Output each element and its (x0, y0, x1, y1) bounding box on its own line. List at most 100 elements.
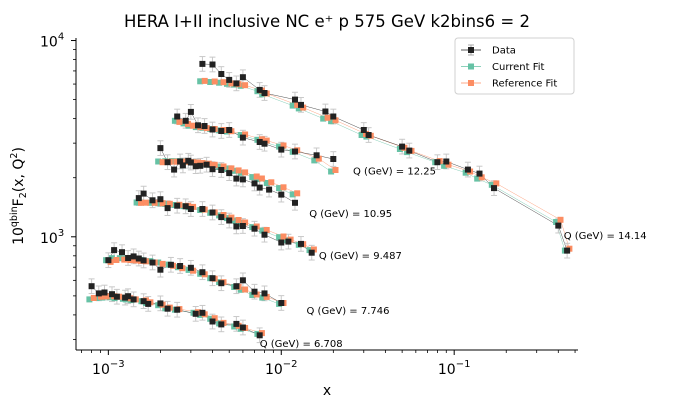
chart-title: HERA I+II inclusive NC e⁺ p 575 GeV k2bi… (124, 12, 530, 31)
legend-entry: Data (461, 44, 516, 57)
y-label-paren: (x, Q (11, 159, 27, 193)
data-point (261, 290, 268, 297)
current-fit-point (249, 292, 256, 298)
legend-frame (454, 37, 575, 95)
data-point (298, 101, 304, 108)
reference-fit-point (138, 199, 144, 206)
q-group (155, 140, 301, 211)
data-point (113, 293, 120, 300)
reference-fit-point (478, 174, 485, 181)
data-point (406, 147, 413, 154)
y-label-sub: 2 (18, 192, 29, 198)
reference-fit-point (121, 256, 128, 263)
data-point (187, 108, 194, 115)
x-tick-label: 10−3 (92, 359, 125, 378)
current-fit-point (462, 169, 469, 176)
data-point (218, 71, 225, 77)
data-point (360, 127, 367, 133)
data-point (199, 60, 206, 67)
y-label-sq: 2 (9, 153, 20, 159)
reference-fit-point (211, 78, 218, 85)
data-point (233, 80, 240, 87)
data-point (278, 191, 285, 198)
data-point (101, 289, 108, 296)
data-point (218, 167, 225, 173)
current-fit-point (295, 105, 302, 112)
reference-fit-point (310, 246, 317, 253)
reference-fit-point (280, 142, 287, 149)
data-point (218, 280, 225, 287)
q-group (103, 242, 287, 311)
data-point (239, 74, 246, 81)
data-point (233, 223, 240, 230)
current-fit-point (224, 165, 230, 172)
reference-fit-point (159, 159, 166, 166)
reference-fit-point (268, 179, 275, 186)
y-tick-label: 104 (40, 32, 64, 51)
data-point (256, 139, 263, 145)
reference-fit-point (173, 158, 180, 165)
minor-ticks (73, 49, 576, 353)
data-point (256, 86, 263, 93)
data-point (187, 206, 194, 212)
data-point (239, 223, 246, 229)
reference-fit-point (280, 184, 287, 191)
svg-text:10qbinF2(x, Q2): 10qbinF2(x, Q2) (9, 147, 29, 245)
data-point (261, 90, 268, 96)
data-point (209, 209, 216, 216)
y-tick-label: 103 (40, 228, 64, 247)
y-label-base: 10 (11, 227, 27, 245)
reference-fit-point (182, 158, 189, 165)
data-point (174, 306, 181, 313)
current-fit-point (441, 162, 448, 169)
reference-fit-point (235, 217, 242, 223)
data-point (239, 277, 246, 284)
current-fit-point (216, 79, 223, 86)
current-fit-point (328, 118, 335, 125)
data-point (399, 143, 406, 150)
reference-fit-point (211, 161, 218, 168)
legend: Data Current Fit Reference Fit (454, 37, 575, 95)
data-point (157, 266, 164, 273)
reference-fit-point (176, 118, 183, 125)
q-label: Q (GeV) = 9.487 (319, 251, 402, 262)
data-point (330, 113, 337, 120)
data-point (233, 283, 240, 290)
legend-label: Reference Fit (492, 79, 557, 90)
data-point (171, 166, 178, 173)
data-point (226, 217, 233, 224)
data-point (434, 159, 441, 166)
data-point (174, 113, 181, 120)
reference-fit-point (228, 165, 235, 172)
current-fit-point (224, 80, 230, 87)
q-group (171, 104, 339, 175)
data-point (239, 324, 246, 331)
current-fit-point (276, 185, 283, 192)
data-point (109, 291, 115, 298)
data-point (177, 158, 184, 165)
current-fit-point (155, 259, 162, 266)
y-ticks: 103 104 (40, 32, 76, 247)
data-point (164, 305, 171, 312)
current-fit-point (207, 79, 214, 85)
data-point (177, 263, 184, 269)
legend-label: Data (492, 46, 516, 57)
reference-fit-point (142, 199, 149, 206)
data-point (182, 203, 189, 210)
current-fit-point (171, 117, 178, 124)
current-fit-point (263, 180, 270, 186)
data-point (149, 259, 156, 266)
data-point (285, 238, 292, 245)
current-fit-point (289, 102, 296, 109)
q-label: Q (GeV) = 12.25 (353, 166, 436, 177)
data-point (119, 249, 125, 256)
data-point (239, 176, 246, 183)
data-point (187, 159, 194, 166)
data-point (261, 231, 268, 238)
reference-fit-point (190, 122, 197, 129)
data-point (256, 332, 263, 339)
reference-fit-point (332, 117, 339, 124)
data-point (226, 76, 233, 83)
reference-fit-point (201, 77, 208, 84)
legend-marker (468, 63, 474, 70)
